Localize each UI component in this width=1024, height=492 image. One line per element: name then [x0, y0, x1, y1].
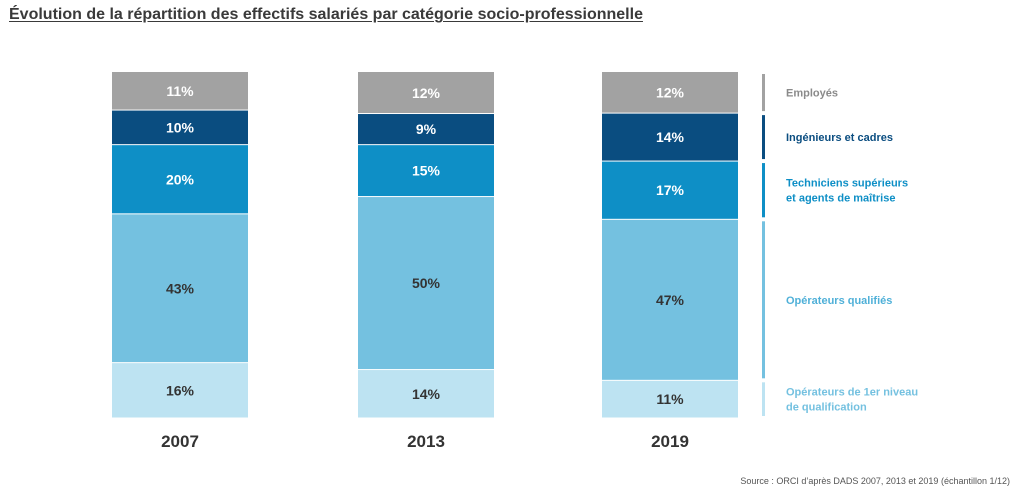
- legend-label: Employés: [786, 88, 838, 100]
- bar-segment: [602, 72, 738, 113]
- bar-segment: [358, 370, 494, 418]
- data-label: 11%: [166, 83, 194, 99]
- legend-bracket: [762, 163, 765, 218]
- data-label: 15%: [412, 163, 441, 179]
- bar-segment: [358, 145, 494, 197]
- bar-segment: [602, 380, 738, 418]
- data-label: 47%: [656, 292, 685, 308]
- bar-segment: [358, 197, 494, 370]
- chart-title: Évolution de la répartition des effectif…: [9, 6, 643, 23]
- data-label: 43%: [166, 280, 195, 296]
- legend-label: Techniciens supérieurs: [786, 178, 908, 190]
- x-tick-label: 2007: [161, 432, 199, 451]
- legend: Employés Ingénieurs et cadres Techniciens …: [762, 74, 918, 416]
- data-label: 14%: [412, 386, 441, 402]
- bar-segment: [112, 72, 248, 110]
- data-label: 12%: [656, 85, 685, 101]
- bar-segment: [112, 145, 248, 214]
- bar-segment: [112, 110, 248, 145]
- data-label: 16%: [166, 382, 195, 398]
- legend-bracket: [762, 221, 765, 379]
- data-label: 10%: [166, 119, 195, 135]
- bar-segment: [602, 219, 738, 380]
- x-axis-labels: 2007 2013 2019: [161, 432, 689, 451]
- legend-label: Opérateurs qualifiés: [786, 295, 892, 307]
- legend-label: et agents de maîtrise: [786, 193, 895, 205]
- bars-layer: 16% 43% 20% 10% 11% 14% 50% 15% 9% 12% 11% 47% 17% 14…: [112, 72, 738, 418]
- legend-label: Ingénieurs et cadres: [786, 132, 893, 144]
- x-tick-label: 2013: [407, 432, 445, 451]
- data-label: 12%: [412, 85, 441, 101]
- legend-bracket: [762, 382, 765, 416]
- x-tick-label: 2019: [651, 432, 689, 451]
- data-label: 9%: [416, 121, 437, 137]
- bar-segment: [112, 363, 248, 418]
- data-label: 20%: [166, 171, 195, 187]
- bar-segment: [112, 214, 248, 363]
- legend-label: Opérateurs de 1er niveau: [786, 387, 918, 399]
- bar-segment: [358, 114, 494, 145]
- source-note: Source : ORCI d’après DADS 2007, 2013 et…: [740, 476, 1010, 486]
- legend-bracket: [762, 74, 765, 112]
- bar-segment: [358, 72, 494, 114]
- bar-segment: [602, 113, 738, 161]
- legend-label: de qualification: [786, 402, 867, 414]
- data-label: 14%: [656, 129, 685, 145]
- data-label: 11%: [656, 391, 684, 407]
- bar-segment: [602, 161, 738, 219]
- legend-bracket: [762, 115, 765, 160]
- data-label: 50%: [412, 275, 441, 291]
- data-label: 17%: [656, 182, 685, 198]
